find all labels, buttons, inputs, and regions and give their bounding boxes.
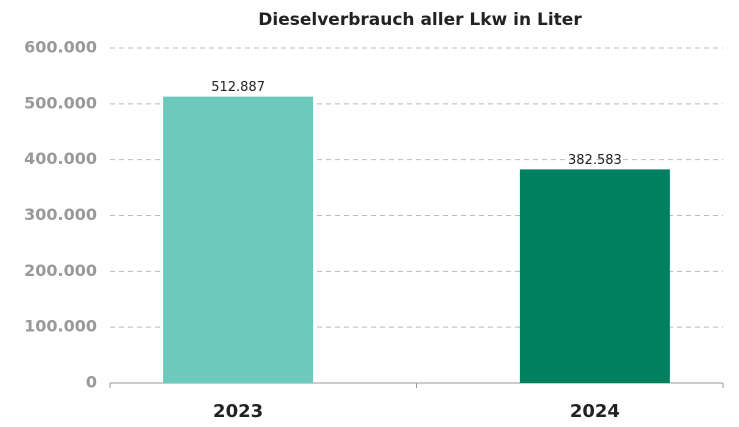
y-tick-label: 500.000 [24,93,97,112]
y-tick-label: 200.000 [24,261,97,280]
y-tick-label: 100.000 [24,317,97,336]
chart-title: Dieselverbrauch aller Lkw in Liter [258,10,582,30]
value-label: 512.887 [211,80,265,95]
y-tick-label: 400.000 [24,149,97,168]
value-label: 382.583 [568,153,622,168]
y-tick-label: 0 [86,373,97,392]
bar [519,169,670,383]
x-tick-label: 2023 [213,401,263,422]
bar [163,96,314,383]
x-tick-label: 2024 [570,401,620,422]
y-tick-label: 600.000 [24,38,97,57]
y-tick-label: 300.000 [24,205,97,224]
